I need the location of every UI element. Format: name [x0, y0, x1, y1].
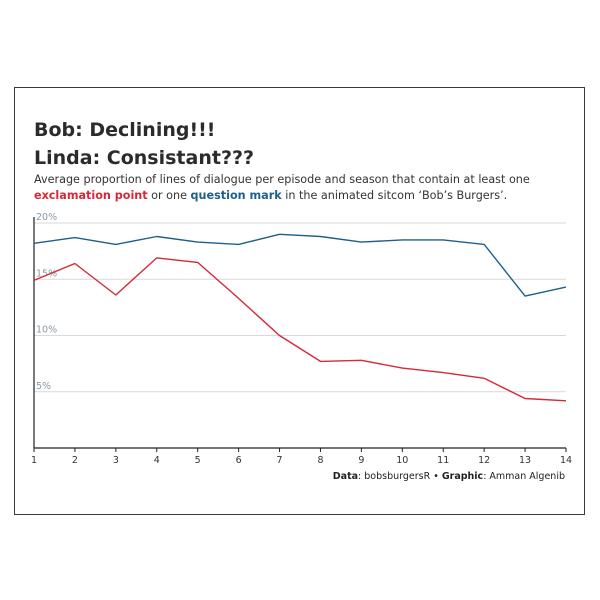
y-tick-label: 15%: [36, 268, 57, 279]
x-tick-label: 6: [236, 455, 242, 466]
x-tick-label: 7: [277, 455, 283, 466]
subtitle-text-3: in the animated sitcom ‘Bob’s Burgers’.: [281, 189, 508, 202]
x-tick-label: 14: [560, 455, 572, 466]
chart-card: Bob: Declining!!! Linda: Consistant??? A…: [14, 87, 585, 515]
chart-title-line-1: Bob: Declining!!!: [34, 119, 216, 141]
line-chart: 5%10%15%20%1 2 3 4 5 6 7 8 9 10 11 12 13 14: [31, 212, 572, 466]
series-line-exclamation: [33, 257, 567, 402]
x-tick-label: 1: [31, 455, 37, 466]
subtitle-text-1: Average proportion of lines of dialogue …: [34, 173, 530, 186]
chart-subtitle: Average proportion of lines of dialogue …: [34, 172, 574, 204]
caption-data-value: : bobsburgersR •: [358, 471, 442, 482]
x-tick-label: 2: [72, 455, 78, 466]
caption-graphic-value: : Amman Algenib: [483, 471, 565, 482]
x-tick-label: 12: [478, 455, 490, 466]
y-tick-label: 20%: [36, 212, 57, 223]
subtitle-exclamation-highlight: exclamation point: [34, 189, 148, 202]
series-line-question: [33, 233, 567, 297]
x-tick-label: 11: [437, 455, 449, 466]
x-tick-label: 5: [195, 455, 201, 466]
caption-graphic-label: Graphic: [441, 471, 484, 482]
x-tick-label: 8: [317, 455, 323, 466]
y-tick-label: 5%: [36, 381, 51, 392]
chart-caption: Data: bobsburgersR • Graphic: Amman Alge…: [333, 471, 565, 482]
x-tick-label: 13: [519, 455, 531, 466]
x-tick-label: 9: [358, 455, 364, 466]
y-tick-label: 10%: [36, 325, 57, 336]
x-tick-label: 10: [396, 455, 408, 466]
subtitle-question-highlight: question mark: [190, 189, 282, 202]
subtitle-text-2: or one: [147, 189, 191, 202]
x-tick-label: 4: [154, 455, 160, 466]
caption-data-label: Data: [332, 471, 359, 482]
x-tick-label: 3: [113, 455, 119, 466]
chart-title-line-2: Linda: Consistant???: [34, 147, 255, 169]
